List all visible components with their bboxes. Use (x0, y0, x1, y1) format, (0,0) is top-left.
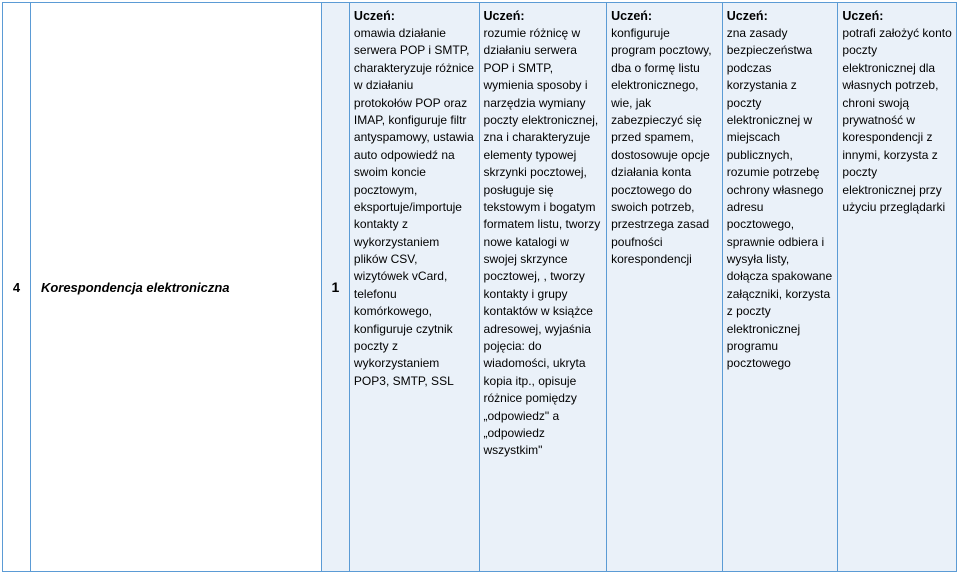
hours-cell: 1 (322, 3, 350, 571)
student-header: Uczeń: (842, 9, 952, 23)
student-header: Uczeń: (611, 9, 718, 23)
curriculum-table-row: 4 Korespondencja elektroniczna 1 Uczeń: … (2, 2, 957, 572)
student-header: Uczeń: (727, 9, 834, 23)
level-5-cell: Uczeń: potrafi założyć konto poczty elek… (838, 3, 956, 571)
level-3-text: konfiguruje program pocztowy, dba o form… (611, 25, 718, 268)
level-1-text: omawia działanie serwera POP i SMTP, cha… (354, 25, 475, 390)
level-5-text: potrafi założyć konto poczty elektronicz… (842, 25, 952, 216)
hours-value: 1 (332, 279, 340, 295)
level-2-cell: Uczeń: rozumie różnicę w działaniu serwe… (480, 3, 608, 571)
level-3-cell: Uczeń: konfiguruje program pocztowy, dba… (607, 3, 723, 571)
student-header: Uczeń: (484, 9, 603, 23)
level-1-cell: Uczeń: omawia działanie serwera POP i SM… (350, 3, 480, 571)
topic-title: Korespondencja elektroniczna (41, 280, 230, 295)
row-number: 4 (13, 280, 20, 295)
student-header: Uczeń: (354, 9, 475, 23)
row-number-cell: 4 (3, 3, 31, 571)
topic-cell: Korespondencja elektroniczna (31, 3, 322, 571)
level-2-text: rozumie różnicę w działaniu serwera POP … (484, 25, 603, 460)
level-4-text: zna zasady bezpieczeństwa podczas korzys… (727, 25, 834, 373)
level-4-cell: Uczeń: zna zasady bezpieczeństwa podczas… (723, 3, 839, 571)
